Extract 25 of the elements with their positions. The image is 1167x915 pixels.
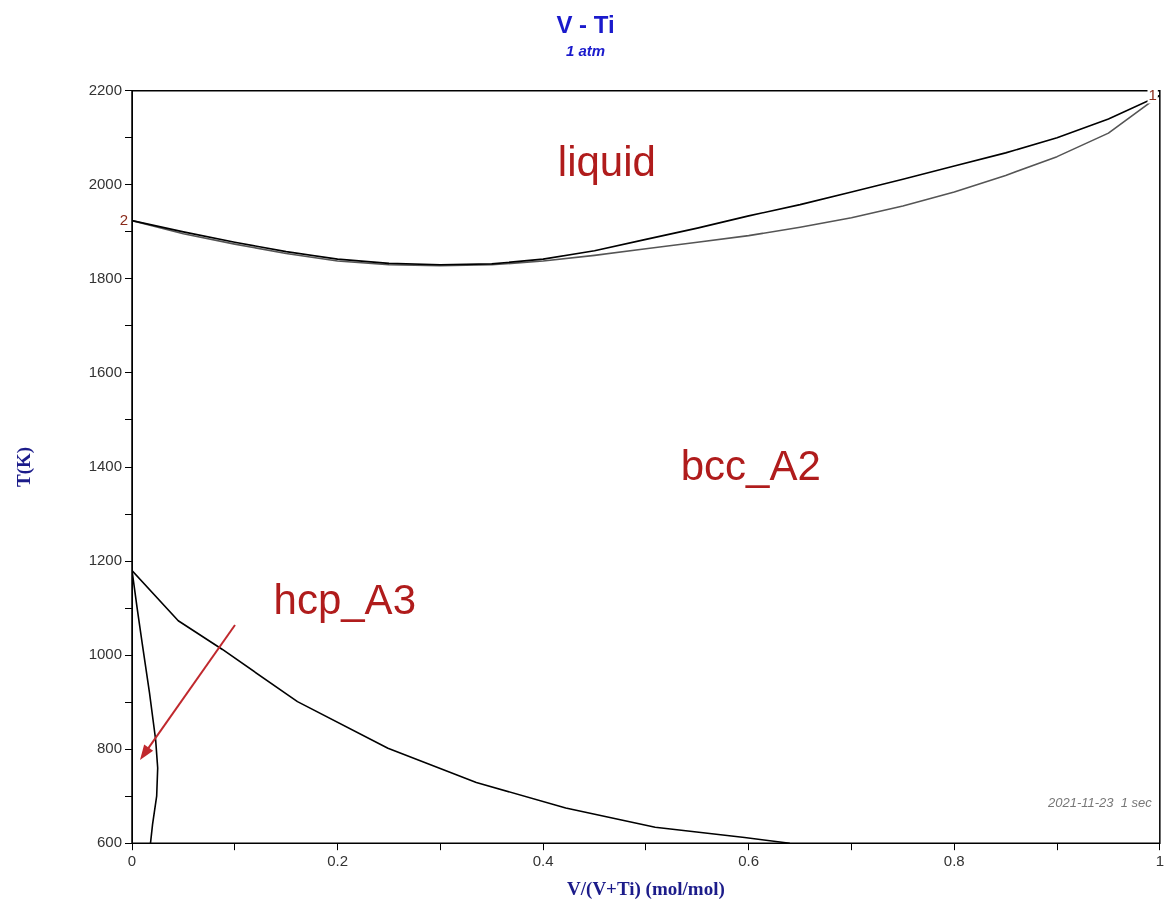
y-tick-label: 1800 — [88, 269, 122, 287]
annotation: liquid — [557, 138, 656, 186]
y-tick-label: 2200 — [88, 80, 122, 98]
x-tick-label: 0.8 — [943, 852, 965, 870]
x-tick-label: 1 — [1155, 852, 1164, 870]
x-tick-label: 0 — [127, 852, 137, 870]
annotation: 1 — [1148, 85, 1157, 103]
y-tick-label: 2000 — [88, 174, 122, 192]
y-tick-label: 1000 — [88, 645, 122, 663]
y-tick-label: 1600 — [88, 363, 122, 381]
annotation: 2 — [119, 210, 128, 228]
y-tick-label: 600 — [96, 833, 122, 851]
y-tick-label: 800 — [96, 739, 122, 757]
x-axis-title: V/(V+Ti) (mol/mol) — [567, 877, 725, 900]
y-tick-label: 1400 — [88, 457, 122, 475]
chart-title: V - Ti — [556, 11, 615, 39]
y-tick-label: 1200 — [88, 551, 122, 569]
annotation: hcp_A3 — [273, 576, 416, 624]
annotation: 2021-11-23 1 sec — [1046, 794, 1153, 810]
x-tick-label: 0.6 — [738, 852, 760, 870]
annotation: bcc_A2 — [680, 442, 821, 490]
y-axis-title: T(K) — [13, 446, 36, 488]
x-tick-label: 0.2 — [327, 852, 348, 870]
chart-subtitle: 1 atm — [565, 41, 606, 59]
x-tick-label: 0.4 — [532, 852, 554, 870]
